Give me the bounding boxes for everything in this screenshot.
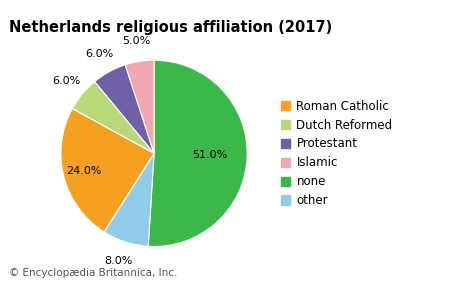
Wedge shape (61, 108, 154, 232)
Text: © Encyclopædia Britannica, Inc.: © Encyclopædia Britannica, Inc. (9, 268, 178, 278)
Text: Netherlands religious affiliation (2017): Netherlands religious affiliation (2017) (9, 20, 333, 35)
Text: 6.0%: 6.0% (52, 76, 81, 86)
Wedge shape (73, 82, 154, 153)
Legend: Roman Catholic, Dutch Reformed, Protestant, Islamic, none, other: Roman Catholic, Dutch Reformed, Protesta… (281, 100, 392, 207)
Wedge shape (104, 153, 154, 246)
Wedge shape (95, 65, 154, 153)
Wedge shape (148, 60, 247, 247)
Text: 24.0%: 24.0% (66, 166, 101, 176)
Text: 51.0%: 51.0% (192, 150, 228, 160)
Text: 5.0%: 5.0% (122, 36, 150, 46)
Wedge shape (125, 60, 154, 153)
Text: 8.0%: 8.0% (105, 256, 133, 266)
Text: 6.0%: 6.0% (85, 49, 113, 59)
